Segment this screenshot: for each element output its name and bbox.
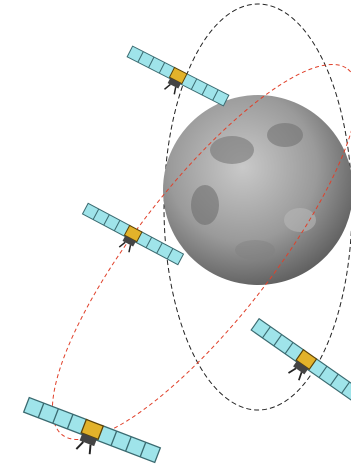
moon-disk: [163, 95, 351, 285]
polar-orbit: [163, 3, 351, 411]
crater: [284, 208, 316, 232]
inclined-orbit: [51, 63, 351, 441]
crater: [267, 123, 303, 147]
crater: [235, 240, 275, 260]
crater: [210, 136, 254, 164]
satellite-3: [243, 319, 351, 413]
satellite-1: [122, 46, 229, 116]
crater: [191, 185, 219, 225]
moon: [163, 95, 351, 285]
satellite-4: [18, 398, 160, 470]
